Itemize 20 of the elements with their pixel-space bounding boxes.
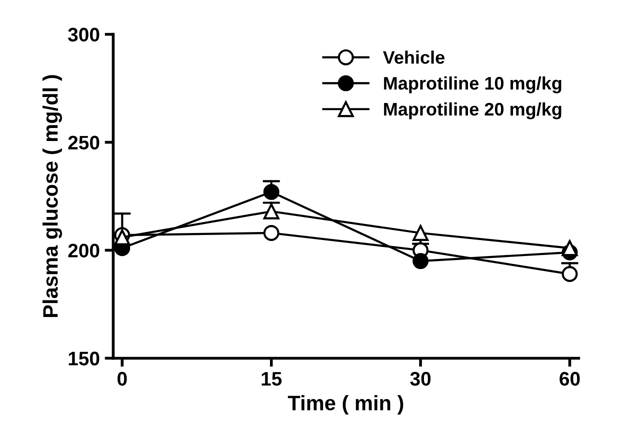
legend-label: Maprotiline 20 mg/kg: [384, 102, 562, 120]
x-tick-label: 30: [410, 372, 431, 386]
point: [412, 253, 429, 270]
y-tick-label: 300: [68, 28, 100, 42]
y-axis-title: Plasma glucose ( mg/dl ): [42, 75, 62, 318]
legend-label: Vehicle: [382, 50, 444, 64]
x-tick-label: 15: [262, 372, 282, 386]
point: [562, 240, 578, 256]
y-tick-label: 150: [68, 352, 100, 366]
point: [263, 224, 280, 241]
y-tick-label: 250: [68, 136, 100, 150]
x-tick-label: 60: [560, 372, 580, 386]
x-axis-title: Time ( min ): [288, 395, 404, 415]
point: [412, 224, 429, 241]
point: [263, 203, 280, 220]
x-tick-label: 0: [118, 372, 127, 386]
legend-label: Maprotiline 10 mg/kg: [384, 76, 562, 94]
point: [263, 184, 280, 200]
y-tick-label: 200: [68, 244, 100, 258]
point: [562, 266, 578, 282]
